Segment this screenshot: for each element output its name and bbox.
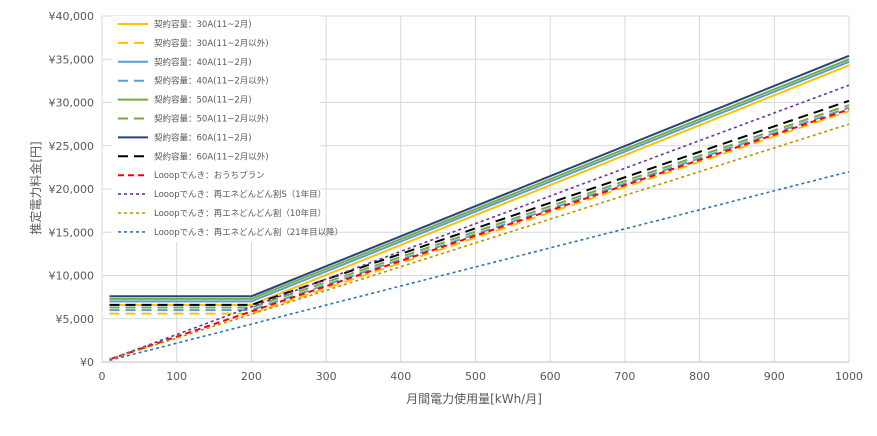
series-line [109,106,850,312]
series-line [109,104,850,309]
y-axis-title: 推定電力料金[円] [28,141,43,234]
legend-background [112,16,320,242]
x-axis-ticks: 0 100 200 300 400 500 600 700 800 900 1000 [99,370,864,383]
legend-label: Looopでんき：再エネどんどん割S（1年目） [154,189,326,200]
x-tick-label: 500 [465,370,486,383]
x-tick-label: 100 [166,370,187,383]
y-tick-label: ¥20,000 [49,183,95,196]
x-tick-label: 400 [390,370,411,383]
legend-label: 契約容量：30A(11~2月) [154,19,252,30]
x-tick-label: 200 [241,370,262,383]
legend-label: 契約容量：60A(11~2月以外) [154,151,269,162]
y-tick-label: ¥35,000 [49,53,95,66]
y-tick-label: ¥5,000 [56,313,95,326]
y-tick-label: ¥25,000 [49,140,95,153]
series-lines [109,54,850,362]
y-tick-label: ¥0 [80,356,94,369]
series-line [109,54,850,298]
legend-label: 契約容量：50A(11~2月) [154,95,252,106]
series-line [109,60,850,303]
x-tick-label: 700 [614,370,635,383]
y-tick-label: ¥10,000 [49,270,95,283]
series-line [109,64,850,306]
x-tick-label: 300 [316,370,337,383]
series-line [109,110,850,315]
y-tick-label: ¥40,000 [49,10,95,23]
legend-label: 契約容量：50A(11~2月以外) [154,114,269,125]
series-line [109,170,850,362]
legend: 契約容量：30A(11~2月) 契約容量：30A(11~2月以外) 契約容量：40A… [112,16,343,242]
x-tick-label: 0 [99,370,106,383]
y-tick-label: ¥30,000 [49,97,95,110]
legend-label: 契約容量：60A(11~2月) [154,132,252,143]
legend-label: Looopでんき：再エネどんどん割（10年目） [154,208,326,219]
legend-label: 契約容量：40A(11~2月以外) [154,76,269,87]
series-line [109,108,850,361]
legend-label: 契約容量：40A(11~2月) [154,57,252,68]
legend-label: 契約容量：30A(11~2月以外) [154,38,269,49]
legend-label: Looopでんき：おうちプラン [154,171,265,181]
x-axis-title: 月間電力使用量[kWh/月] [406,391,542,406]
x-tick-label: 600 [540,370,561,383]
y-tick-label: ¥15,000 [49,226,95,239]
y-axis-ticks: ¥0 ¥5,000 ¥10,000 ¥15,000 ¥20,000 ¥25,000 ¥30,… [49,10,95,369]
series-line [109,99,850,306]
x-tick-label: 900 [764,370,785,383]
series-line [109,58,850,300]
legend-label: Looopでんき：再エネどんどん割（21年目以降） [154,227,343,238]
x-tick-label: 1000 [835,370,863,383]
x-tick-label: 800 [689,370,710,383]
